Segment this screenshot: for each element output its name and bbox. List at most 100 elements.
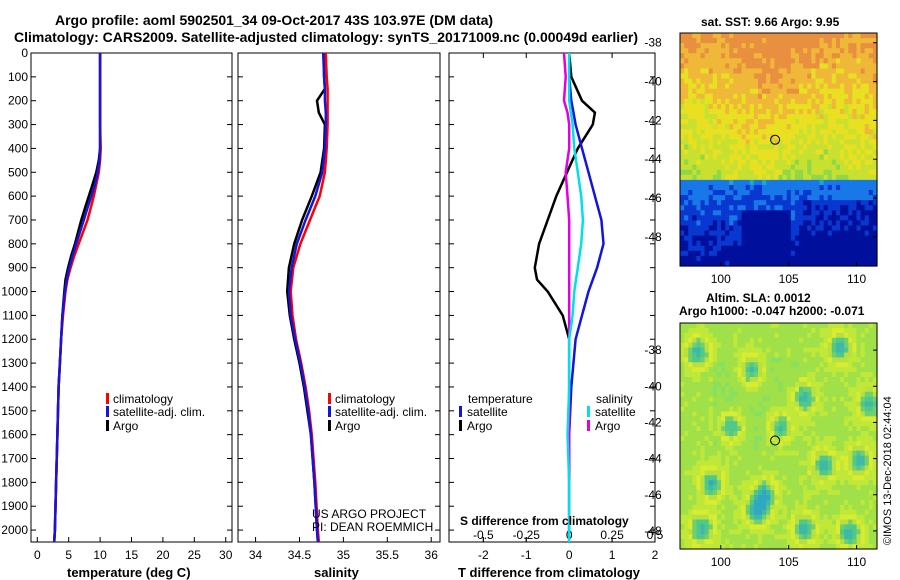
sla-map-cell bbox=[680, 529, 685, 535]
sla-map-cell bbox=[872, 460, 878, 467]
sla-map-cell bbox=[827, 416, 833, 422]
sst-map-cell bbox=[729, 220, 734, 227]
sla-map-cell bbox=[856, 539, 862, 545]
sst-map-cell bbox=[790, 48, 796, 54]
sst-map-cell bbox=[684, 190, 689, 196]
sst-map-cell bbox=[782, 179, 788, 186]
sst-map-cell bbox=[811, 154, 817, 161]
sst-map-cell bbox=[794, 235, 800, 242]
sla-map-cell bbox=[762, 499, 767, 506]
sst-map-cell bbox=[762, 78, 767, 85]
sla-map-cell bbox=[688, 490, 693, 496]
sla-map-cell bbox=[757, 386, 763, 393]
sst-map-cell bbox=[721, 250, 726, 257]
sla-map-cell bbox=[684, 401, 689, 408]
sst-map-cell bbox=[848, 33, 853, 39]
sst-map-cell bbox=[712, 240, 718, 247]
sst-map-cell bbox=[860, 63, 866, 70]
sst-map-cell bbox=[704, 240, 710, 247]
sla-map-cell bbox=[733, 401, 739, 408]
sla-map-cell bbox=[799, 332, 804, 339]
sst-map-cell bbox=[819, 245, 825, 252]
sst-map-cell bbox=[827, 250, 833, 257]
sla-map-cell bbox=[819, 499, 825, 506]
sla-map-cell bbox=[729, 514, 734, 521]
sst-map-cell bbox=[725, 139, 730, 146]
sla-map-cell bbox=[819, 332, 825, 339]
sst-map-cell bbox=[725, 63, 730, 70]
sst-map-cell bbox=[803, 134, 808, 140]
sla-map-cell bbox=[700, 377, 706, 383]
sla-map-cell bbox=[860, 509, 866, 516]
sla-map-cell bbox=[729, 455, 734, 462]
sst-map-cell bbox=[848, 68, 853, 75]
sst-map-cell bbox=[803, 53, 808, 59]
sst-map-cell bbox=[811, 124, 817, 130]
sla-map-cell bbox=[786, 450, 792, 457]
sla-map-cell bbox=[811, 436, 817, 442]
sst-map-cell bbox=[868, 134, 874, 140]
sst-map-cell bbox=[757, 58, 763, 64]
sst-map-cell bbox=[799, 250, 804, 257]
sla-map-cell bbox=[790, 372, 796, 378]
sla-map-cell bbox=[729, 381, 734, 388]
sla-map-cell bbox=[696, 529, 702, 535]
sla-map-cell bbox=[790, 327, 796, 334]
sst-map-cell bbox=[753, 114, 759, 120]
sla-map-cell bbox=[778, 426, 784, 432]
sla-map-cell bbox=[708, 347, 714, 354]
sla-map-cell bbox=[786, 440, 792, 447]
sst-map-cell bbox=[848, 230, 853, 237]
sst-map-cell bbox=[872, 164, 878, 171]
sla-map-cell bbox=[844, 367, 849, 373]
sst-map-cell bbox=[684, 149, 689, 156]
sst-map-cell bbox=[835, 195, 841, 201]
sla-map-cell bbox=[803, 421, 808, 427]
sst-map-cell bbox=[684, 240, 689, 247]
sst-map-cell bbox=[737, 83, 743, 90]
sla-map-cell bbox=[840, 386, 845, 393]
sla-map-cell bbox=[704, 411, 710, 417]
sst-map-cell bbox=[860, 114, 866, 120]
sst-map-cell bbox=[688, 245, 693, 252]
sla-map-cell bbox=[782, 347, 788, 354]
sla-map-cell bbox=[692, 436, 698, 442]
sst-map-cell bbox=[704, 78, 710, 85]
sst-map-cell bbox=[716, 210, 722, 216]
sst-map-cell bbox=[774, 33, 780, 39]
sla-map-cell bbox=[745, 499, 751, 506]
sst-map-cell bbox=[774, 164, 780, 171]
sst-map-cell bbox=[803, 184, 808, 191]
sst-map-cell bbox=[700, 68, 706, 75]
sla-map-cell bbox=[860, 386, 866, 393]
sst-map-cell bbox=[803, 250, 808, 257]
sla-map-cell bbox=[811, 347, 817, 354]
sst-map-cell bbox=[864, 134, 870, 140]
sla-map-cell bbox=[766, 544, 771, 550]
sst-map-cell bbox=[721, 38, 726, 44]
sla-map-cell bbox=[835, 362, 841, 368]
sla-map-cell bbox=[844, 386, 849, 393]
sst-map-cell bbox=[872, 124, 878, 130]
sst-map-cell bbox=[753, 108, 759, 115]
sla-map-cell bbox=[778, 524, 784, 530]
sst-map-cell bbox=[774, 255, 780, 262]
sla-map-cell bbox=[856, 529, 862, 535]
sla-map-cell bbox=[868, 391, 874, 398]
sst-map-cell bbox=[856, 63, 862, 70]
sst-map-cell bbox=[741, 225, 747, 232]
sla-map-cell bbox=[684, 426, 689, 432]
sla-map-cell bbox=[811, 499, 817, 506]
sla-map-cell bbox=[815, 416, 821, 422]
sst-map-cell bbox=[782, 124, 788, 130]
sla-map-cell bbox=[856, 352, 862, 358]
sst-map-cell bbox=[716, 78, 722, 85]
sst-map-cell bbox=[848, 240, 853, 247]
sst-map-cell bbox=[872, 68, 878, 75]
sla-map-cell bbox=[770, 421, 775, 427]
sla-map-cell bbox=[725, 411, 730, 417]
sst-map-cell bbox=[753, 73, 759, 80]
sla-map-cell bbox=[704, 323, 710, 329]
sla-map-cell bbox=[753, 470, 759, 476]
sla-map-cell bbox=[807, 372, 812, 378]
